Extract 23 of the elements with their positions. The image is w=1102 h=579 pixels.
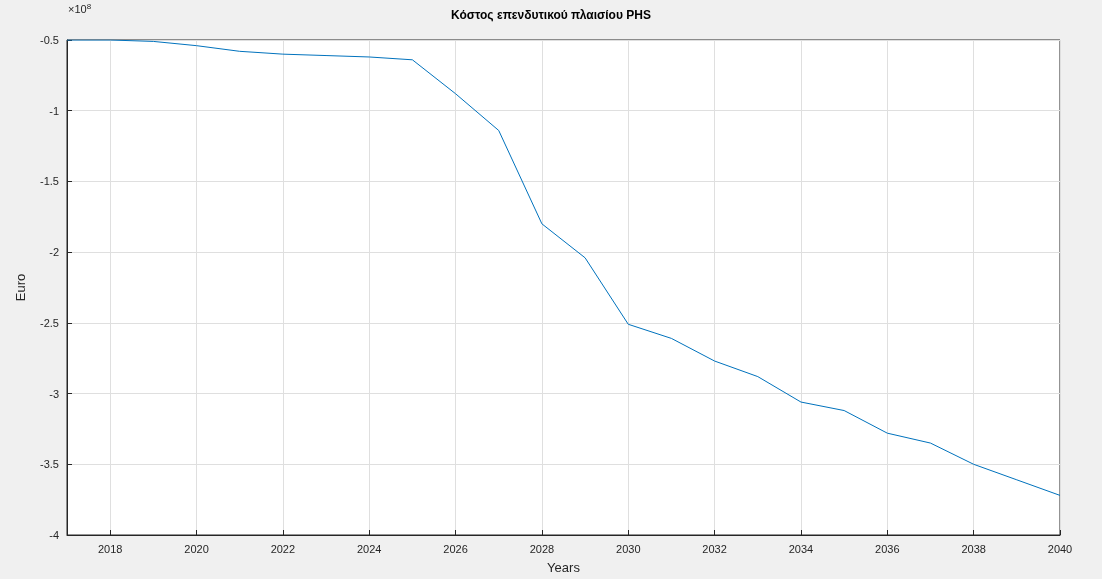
- y-tick-label: -4: [49, 529, 59, 541]
- y-tick-label: -1.5: [40, 175, 59, 188]
- x-tick-label: 2030: [616, 542, 641, 555]
- y-axis-title: Euro: [13, 273, 28, 302]
- x-tick-label: 2032: [702, 542, 727, 555]
- y-tick-label: -0.5: [40, 34, 59, 46]
- y-tick-label: -3: [49, 387, 59, 400]
- x-tick-label: 2024: [356, 542, 382, 555]
- x-tick-label: 2026: [443, 542, 468, 555]
- x-tick-label: 2040: [1047, 542, 1073, 555]
- x-tick-label: 2018: [97, 542, 123, 555]
- x-tick-label: 2034: [788, 542, 814, 555]
- chart-title: Κόστος επενδυτικού πλαισίου PHS: [451, 8, 651, 22]
- x-tick-label: 2036: [875, 542, 900, 555]
- y-tick-label: -3.5: [40, 458, 59, 471]
- y-tick-label: -2.5: [40, 316, 59, 329]
- y-tick-label: -1: [49, 104, 59, 117]
- x-axis-title: Years: [547, 560, 581, 575]
- x-tick-label: 2020: [184, 542, 209, 555]
- x-tick-label: 2038: [961, 542, 986, 555]
- x-tick-label: 2028: [529, 542, 555, 555]
- x-tick-label: 2022: [270, 542, 296, 555]
- y-tick-label: -2: [49, 246, 59, 259]
